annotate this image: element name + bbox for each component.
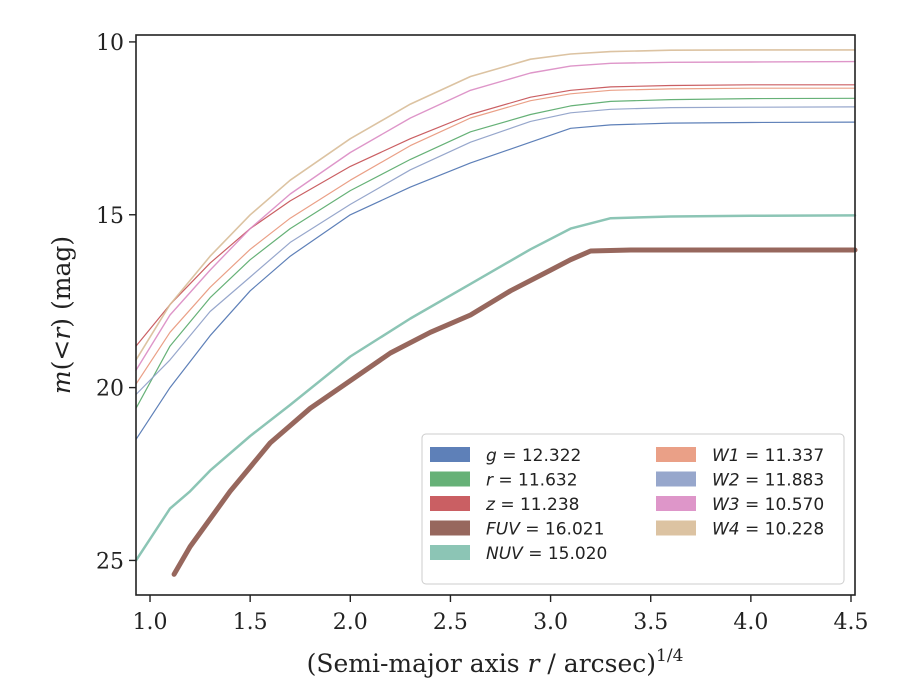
legend-label-r: r = 11.632 [486,471,578,491]
y-tick-label: 25 [96,549,124,574]
legend-swatch-w1 [656,447,696,462]
y-axis-title: m(<r) (mag) [47,236,76,394]
series-line-r [135,97,856,409]
legend-swatch-r [430,471,470,487]
x-axis-title: (Semi-major axis r / arcsec)1/4 [307,646,684,678]
series-layer [134,49,858,577]
legend-swatch-fuv [430,520,470,536]
x-tick-label: 4.5 [833,610,868,635]
plot-frame [135,34,856,596]
y-tick-label: 15 [96,204,124,229]
series-line-g [135,121,856,440]
legend-swatch-nuv [430,545,470,560]
legend-label-w2: W2 = 11.883 [712,471,824,491]
x-tick-label: 4.0 [733,610,768,635]
x-tick-label: 1.5 [233,610,268,635]
legend-label-nuv: NUV = 15.020 [486,544,607,564]
series-line-z [135,84,856,347]
series-line-nuv [134,214,857,562]
legend-frame [421,433,845,585]
x-tick-label: 2.0 [333,610,368,635]
y-tick-label: 10 [96,31,124,56]
y-axis-ticks: 10 15 20 25 [96,31,136,574]
legend-label-w3: W3 = 10.570 [712,495,824,515]
legend: g = 12.322 r = 11.632 z = 11.238 FUV = 16.0… [421,433,845,585]
legend-label-w4: W4 = 10.228 [712,520,824,540]
x-tick-label: 1.0 [133,610,168,635]
x-tick-label: 3.0 [533,610,568,635]
legend-swatch-g [430,447,470,462]
legend-swatch-w4 [656,520,696,536]
y-tick-label: 20 [96,377,124,402]
legend-label-fuv: FUV = 16.021 [486,520,604,540]
x-tick-label: 2.5 [433,610,468,635]
legend-label-w1: W1 = 11.337 [712,446,824,466]
x-axis-ticks: 1.0 1.5 2.0 2.5 3.0 3.5 4.0 4.5 [133,595,868,635]
legend-swatch-z [430,496,470,511]
series-line-w4 [135,49,856,361]
series-line-fuv [171,247,858,577]
legend-swatch-w2 [656,471,696,487]
legend-swatch-w3 [656,496,696,511]
x-tick-label: 3.5 [633,610,668,635]
legend-label-z: z = 11.238 [485,495,579,515]
series-line-w3 [135,60,856,371]
legend-label-g: g = 12.322 [486,446,581,466]
series-line-w2 [135,106,856,396]
series-line-w1 [135,87,856,385]
